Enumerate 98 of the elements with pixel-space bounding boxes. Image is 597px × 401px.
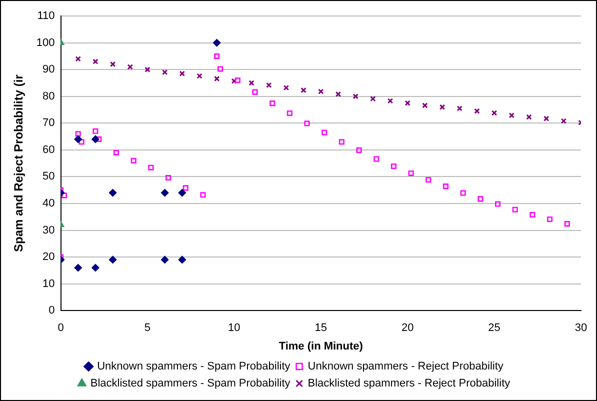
point	[442, 184, 449, 190]
point	[178, 189, 186, 197]
point	[92, 58, 98, 64]
y-tick-label: 100	[36, 36, 55, 49]
point	[182, 185, 188, 191]
point	[352, 93, 358, 100]
point	[526, 114, 532, 120]
point	[75, 56, 81, 62]
x-tick-label: 0	[58, 322, 64, 334]
point	[390, 163, 396, 170]
point	[370, 96, 376, 102]
point	[356, 147, 362, 153]
point	[144, 66, 150, 72]
point	[512, 206, 518, 212]
point	[494, 201, 501, 207]
point	[214, 76, 220, 82]
point	[456, 106, 462, 112]
point	[110, 61, 116, 68]
point	[248, 80, 254, 86]
point	[109, 189, 117, 197]
point	[179, 70, 186, 76]
point	[231, 78, 238, 84]
point	[300, 87, 306, 94]
point	[478, 196, 484, 202]
x-tick-label: 30	[574, 322, 588, 334]
point	[74, 264, 82, 272]
point	[75, 131, 81, 137]
y-tick-label: 10	[42, 278, 55, 290]
point	[266, 82, 272, 88]
y-tick-label: 70	[42, 117, 55, 130]
point	[161, 189, 169, 197]
y-tick-label: 0	[48, 304, 55, 317]
point	[426, 177, 432, 183]
point	[530, 212, 536, 218]
point	[196, 73, 202, 79]
point	[491, 110, 498, 116]
point	[162, 69, 168, 76]
x-tick-label: 5	[144, 322, 151, 334]
point	[338, 139, 344, 145]
point	[234, 78, 240, 84]
y-tick-label: 110	[37, 10, 55, 22]
point	[547, 216, 553, 222]
point	[74, 135, 82, 143]
point	[474, 108, 480, 114]
legend-label: Blacklisted spammers - Reject Probability	[308, 378, 511, 390]
legend-label: Unknown spammers - Reject Probability	[308, 360, 504, 373]
y-tick-label: 30	[42, 224, 55, 236]
point	[564, 221, 570, 227]
point	[508, 112, 515, 118]
point	[218, 66, 224, 72]
point	[166, 174, 172, 181]
point	[322, 130, 328, 136]
point	[213, 39, 221, 47]
point	[286, 110, 292, 116]
point	[61, 192, 67, 198]
y-tick-label: 20	[42, 251, 55, 264]
point	[109, 256, 117, 264]
y-tick-label: 80	[42, 90, 55, 102]
point	[318, 88, 324, 94]
x-tick-label: 15	[314, 322, 327, 334]
y-axis-title: Spam and Reject Probability (ir	[12, 74, 26, 252]
x-tick-label: 10	[228, 322, 240, 334]
point	[113, 150, 120, 156]
point	[439, 104, 446, 110]
point	[543, 116, 550, 122]
x-tick-label: 25	[488, 322, 500, 334]
point	[404, 100, 410, 106]
point	[178, 256, 186, 264]
legend-label: Blacklisted spammers - Spam Probability	[90, 378, 291, 390]
point	[252, 89, 258, 95]
point	[560, 118, 567, 124]
point	[270, 100, 276, 106]
legend-label: Unknown spammers - Spam Probability	[97, 360, 291, 373]
y-tick-label: 50	[42, 170, 55, 183]
point	[460, 190, 466, 196]
point	[92, 135, 100, 143]
point	[283, 84, 290, 91]
point	[96, 136, 102, 142]
point	[148, 164, 154, 170]
point	[127, 64, 133, 70]
point	[214, 53, 220, 59]
point	[387, 98, 394, 104]
point	[130, 158, 136, 164]
point	[161, 256, 169, 264]
point	[78, 139, 84, 145]
y-tick-label: 40	[42, 198, 55, 210]
point	[92, 128, 98, 134]
point	[200, 192, 206, 198]
point	[335, 91, 342, 98]
point	[422, 102, 428, 108]
point	[304, 120, 310, 126]
x-tick-label: 20	[401, 322, 414, 334]
y-tick-label: 60	[42, 144, 55, 156]
point	[92, 264, 100, 272]
point	[408, 170, 414, 176]
x-axis-title: Time (in Minute)	[278, 340, 364, 352]
y-tick-label: 90	[42, 64, 55, 76]
point	[374, 156, 380, 162]
